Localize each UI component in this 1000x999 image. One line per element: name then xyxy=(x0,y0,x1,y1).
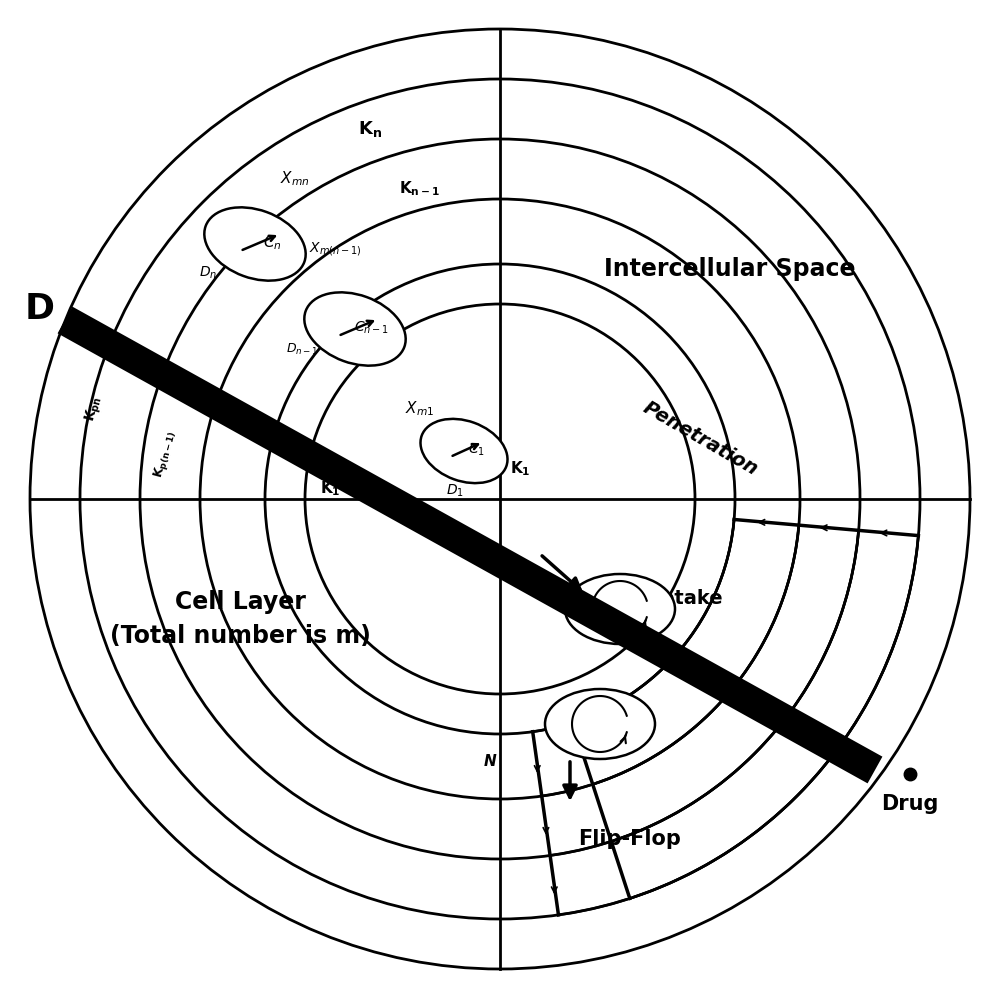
Ellipse shape xyxy=(545,689,655,759)
Text: $X_{m(n-1)}$: $X_{m(n-1)}$ xyxy=(309,240,361,258)
Text: $\mathbf{K_{n-1}}$: $\mathbf{K_{n-1}}$ xyxy=(399,180,441,199)
Text: $D_{n-1}$: $D_{n-1}$ xyxy=(286,342,318,357)
Ellipse shape xyxy=(565,574,675,644)
Text: $C_n$: $C_n$ xyxy=(263,234,281,253)
Text: Drug: Drug xyxy=(881,794,939,814)
Text: Cell Uptake: Cell Uptake xyxy=(597,589,723,608)
Text: $\mathbf{K_n}$: $\mathbf{K_n}$ xyxy=(358,119,382,139)
Text: Cell Layer
(Total number is m): Cell Layer (Total number is m) xyxy=(110,590,370,647)
Ellipse shape xyxy=(304,293,406,366)
Text: $X_{m1}$: $X_{m1}$ xyxy=(405,400,435,419)
Text: Penetration: Penetration xyxy=(639,399,761,480)
Text: Flip-Flop: Flip-Flop xyxy=(579,829,681,849)
Text: $C_1$: $C_1$ xyxy=(468,442,484,459)
Text: $\mathbf{K_1}$: $\mathbf{K_1}$ xyxy=(320,480,340,499)
Text: $X_{mn}$: $X_{mn}$ xyxy=(280,170,310,189)
Text: $D_n$: $D_n$ xyxy=(199,265,217,281)
Text: N: N xyxy=(484,754,496,769)
Text: D: D xyxy=(25,292,55,326)
Ellipse shape xyxy=(204,208,306,281)
Text: $\mathbf{K_{pn}}$: $\mathbf{K_{pn}}$ xyxy=(83,394,107,424)
Text: Intercellular Space: Intercellular Space xyxy=(604,257,856,281)
Text: $\mathbf{K_1}$: $\mathbf{K_1}$ xyxy=(510,460,531,479)
Ellipse shape xyxy=(420,419,508,484)
Text: $\mathbf{K_{p(n-1)}}$: $\mathbf{K_{p(n-1)}}$ xyxy=(151,429,179,480)
Text: $C_{n-1}$: $C_{n-1}$ xyxy=(354,320,390,337)
Text: $D_1$: $D_1$ xyxy=(446,483,464,500)
